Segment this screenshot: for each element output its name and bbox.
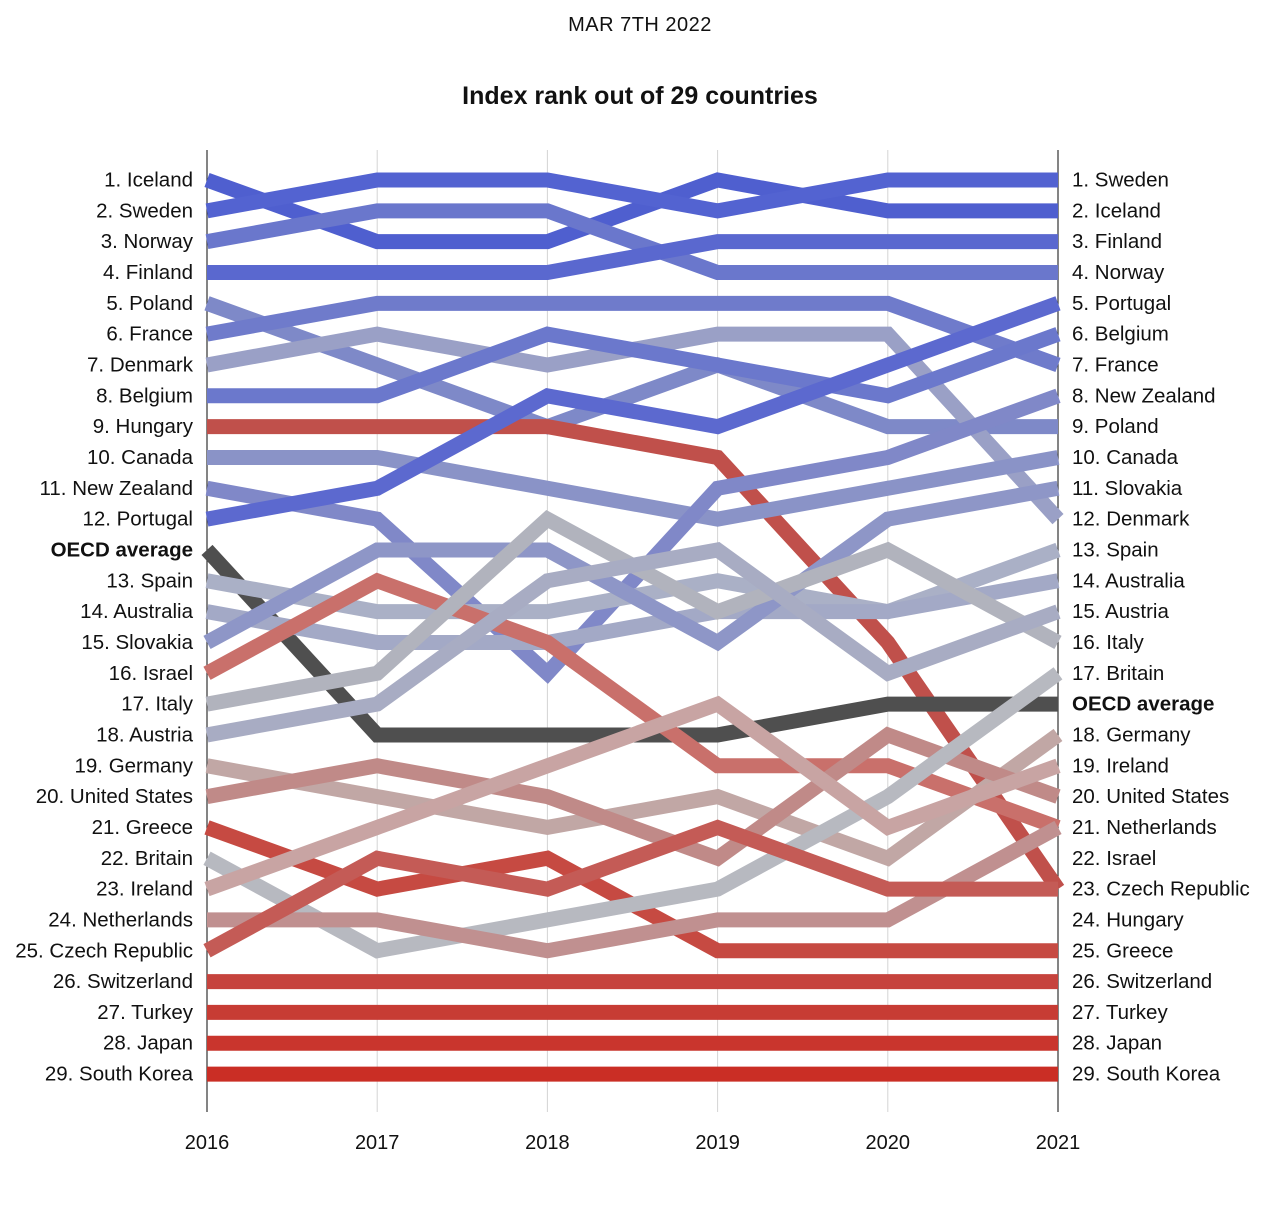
right-rank-label: 14. Australia [1072, 569, 1185, 592]
left-rank-label: 10. Canada [87, 446, 194, 469]
left-rank-label: 19. Germany [75, 754, 194, 777]
right-rank-label: 17. Britain [1072, 662, 1164, 685]
right-rank-label: 29. South Korea [1072, 1063, 1221, 1086]
right-rank-label: 24. Hungary [1072, 908, 1184, 931]
left-rank-label: 25. Czech Republic [15, 939, 193, 962]
series-line-sweden [205, 172, 1058, 219]
series-line-slovakia [203, 480, 1060, 652]
series-line-united-states [205, 726, 1061, 867]
right-rank-label: 18. Germany [1072, 723, 1191, 746]
series-line-austria [205, 542, 1061, 743]
x-tick-label: 2016 [185, 1132, 230, 1154]
right-rank-label: 12. Denmark [1072, 508, 1190, 531]
left-rank-label: 22. Britain [101, 847, 193, 870]
x-tick-label: 2021 [1036, 1132, 1081, 1154]
series-line-belgium [207, 326, 1061, 404]
right-rank-label: 2. Iceland [1072, 199, 1161, 222]
left-rank-label: 20. United States [36, 785, 193, 808]
series-line-iceland [204, 172, 1058, 250]
x-tick-label: 2018 [525, 1132, 570, 1154]
left-rank-label: 12. Portugal [82, 508, 193, 531]
right-rank-label: 10. Canada [1072, 446, 1179, 469]
left-rank-label: OECD average [51, 538, 193, 561]
left-rank-label: 9. Hungary [93, 415, 194, 438]
right-rank-label: 4. Norway [1072, 261, 1165, 284]
x-tick-label: 2020 [866, 1132, 911, 1154]
right-rank-label: 15. Austria [1072, 600, 1169, 623]
series-line-poland [204, 296, 1058, 435]
series-line-norway [205, 203, 1058, 280]
right-rank-label: 25. Greece [1072, 939, 1173, 962]
right-rank-label: 22. Israel [1072, 847, 1156, 870]
left-rank-label: 16. Israel [109, 662, 193, 685]
left-rank-label: 15. Slovakia [81, 631, 193, 654]
right-rank-label: 7. France [1072, 353, 1159, 376]
left-rank-label: 11. New Zealand [40, 477, 193, 500]
left-rank-label: 14. Australia [80, 600, 193, 623]
series-line-ireland [204, 695, 1061, 897]
chart-title: Index rank out of 29 countries [462, 82, 818, 110]
left-rank-label: 21. Greece [92, 816, 193, 839]
series-line-australia [205, 573, 1060, 650]
left-rank-label: 4. Finland [103, 261, 193, 284]
right-rank-label: 16. Italy [1072, 631, 1145, 654]
left-rank-label: 5. Poland [106, 292, 193, 315]
series-line-germany [205, 728, 1063, 867]
right-rank-label: OECD average [1072, 693, 1214, 716]
right-rank-label: 21. Netherlands [1072, 816, 1217, 839]
series-line-new-zealand [205, 388, 1061, 684]
series-line-britain [203, 667, 1063, 959]
series-line-france [205, 295, 1061, 373]
right-rank-label: 8. New Zealand [1072, 384, 1216, 407]
right-rank-label: 27. Turkey [1072, 1001, 1168, 1024]
left-rank-label: 3. Norway [101, 230, 194, 253]
x-tick-label: 2019 [695, 1132, 740, 1154]
right-rank-label: 3. Finland [1072, 230, 1162, 253]
right-rank-label: 23. Czech Republic [1072, 878, 1250, 901]
right-rank-label: 20. United States [1072, 785, 1229, 808]
left-rank-label: 23. Ireland [96, 878, 193, 901]
left-rank-label: 18. Austria [96, 723, 193, 746]
left-rank-label: 1. Iceland [104, 169, 193, 192]
left-rank-label: 27. Turkey [97, 1001, 193, 1024]
right-rank-label: 11. Slovakia [1072, 477, 1183, 500]
left-rank-label: 17. Italy [121, 693, 194, 716]
left-rank-label: 6. France [106, 323, 193, 346]
series-line-finland [207, 234, 1058, 280]
left-rank-label: 24. Netherlands [48, 908, 193, 931]
right-rank-label: 1. Sweden [1072, 169, 1169, 192]
series-line-netherlands [207, 820, 1062, 959]
x-axis: 2016 2017 2018 2019 2020 2021 [185, 1132, 1081, 1154]
right-rank-label: 28. Japan [1072, 1032, 1162, 1055]
right-rank-label: 5. Portugal [1072, 292, 1171, 315]
series-line-portugal [205, 296, 1061, 527]
right-rank-label: 26. Switzerland [1072, 970, 1212, 993]
series-lines [201, 172, 1065, 1082]
left-rank-labels: 1. Iceland 2. Sweden 3. Norway 4. Finland 5.… [15, 169, 194, 1086]
series-line-canada [207, 449, 1060, 527]
right-rank-label: 13. Spain [1072, 538, 1159, 561]
left-rank-label: 7. Denmark [87, 353, 194, 376]
series-line-hungary [207, 419, 1065, 894]
x-tick-label: 2017 [355, 1132, 400, 1154]
right-rank-label: 19. Ireland [1072, 754, 1169, 777]
right-rank-labels: 1. Sweden 2. Iceland 3. Finland 4. Norway 5.… [1072, 169, 1250, 1086]
left-rank-label: 2. Sweden [96, 199, 193, 222]
left-rank-label: 29. South Korea [45, 1063, 194, 1086]
left-rank-label: 28. Japan [103, 1032, 193, 1055]
left-rank-label: 8. Belgium [96, 384, 193, 407]
right-rank-label: 6. Belgium [1072, 323, 1169, 346]
left-rank-label: 13. Spain [106, 569, 193, 592]
right-rank-label: 9. Poland [1072, 415, 1159, 438]
series-line-czech-republic [203, 819, 1058, 958]
date-stamp: MAR 7TH 2022 [568, 14, 712, 36]
left-rank-label: 26. Switzerland [53, 970, 193, 993]
